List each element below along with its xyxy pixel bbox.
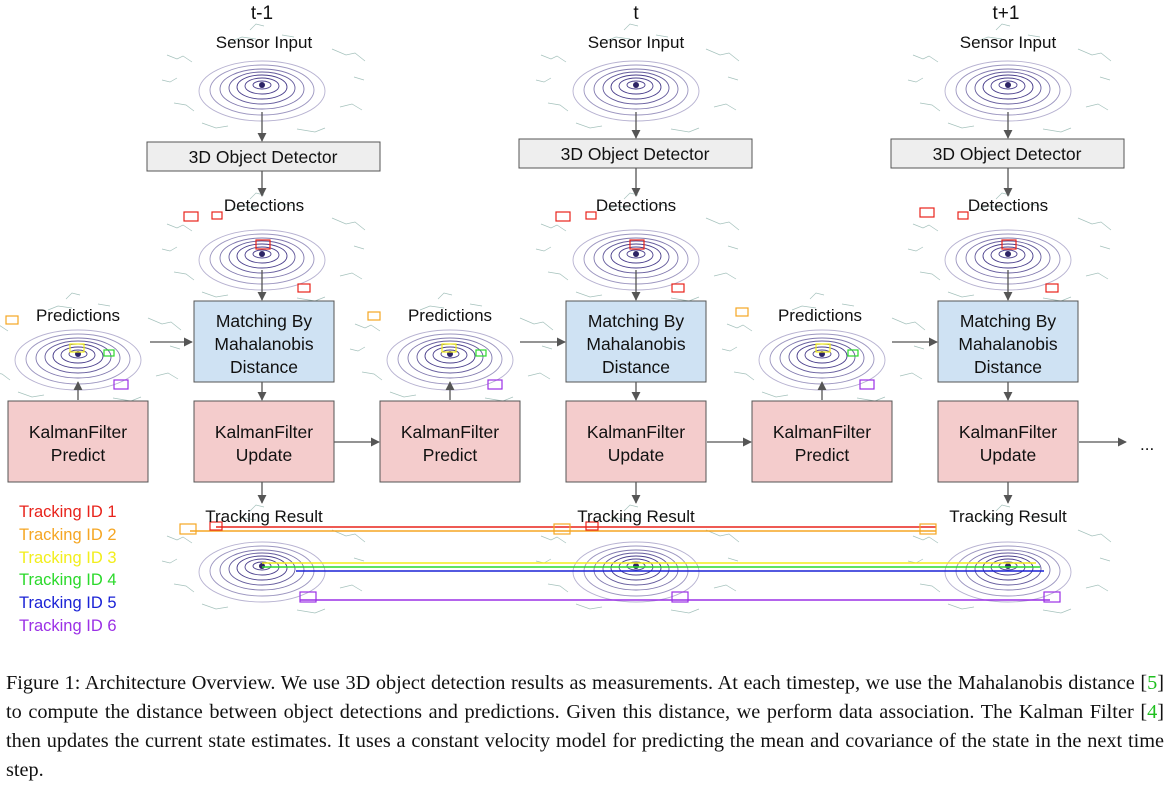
matching-label-line-3: Distance — [974, 357, 1042, 377]
predictions-label: Predictions — [778, 306, 862, 325]
matching-label-line-1: Matching By — [960, 311, 1057, 331]
detector-box — [518, 138, 753, 169]
citation-link-4[interactable]: 4 — [1147, 701, 1158, 723]
detector-label: 3D Object Detector — [933, 144, 1082, 164]
time-label: t-1 — [251, 3, 273, 24]
legend-item-tracking-id-2: Tracking ID 2 — [19, 526, 117, 544]
matching-label-line-1: Matching By — [588, 311, 685, 331]
kalman-update-label-line-1: KalmanFilter — [587, 422, 685, 442]
column-t: t Sensor Input 3D Object Detector Detect… — [379, 3, 753, 526]
detector-label: 3D Object Detector — [189, 147, 338, 167]
sensor-input-label: Sensor Input — [960, 33, 1057, 52]
kalman-update-label-line-1: KalmanFilter — [959, 422, 1057, 442]
kalman-update-box — [937, 400, 1079, 483]
legend-item-tracking-id-4: Tracking ID 4 — [19, 571, 117, 589]
kalman-predict-label-line-2: Predict — [51, 445, 106, 465]
kalman-predict-box — [7, 400, 149, 483]
detections-label: Detections — [224, 196, 304, 215]
kalman-update-label-line-2: Update — [608, 445, 664, 465]
detections-label: Detections — [596, 196, 676, 215]
matching-box — [565, 300, 707, 383]
citation-link-5[interactable]: 5 — [1147, 672, 1158, 694]
detector-box — [890, 138, 1125, 169]
kalman-update-label-line-1: KalmanFilter — [215, 422, 313, 442]
continuation-ellipsis: ... — [1140, 435, 1154, 454]
tracking-result-label: Tracking Result — [205, 507, 323, 526]
legend-item-tracking-id-1: Tracking ID 1 — [19, 503, 117, 521]
legend-item-tracking-id-5: Tracking ID 5 — [19, 594, 117, 612]
time-label: t — [633, 3, 639, 24]
sensor-input-label: Sensor Input — [216, 33, 313, 52]
predictions-label: Predictions — [408, 306, 492, 325]
tracking-result-label: Tracking Result — [577, 507, 695, 526]
kalman-predict-label-line-1: KalmanFilter — [401, 422, 499, 442]
legend-item-tracking-id-3: Tracking ID 3 — [19, 549, 117, 567]
tracking-id-legend: Tracking ID 1 Tracking ID 2 Tracking ID … — [19, 503, 117, 635]
kalman-predict-label-line-2: Predict — [423, 445, 478, 465]
time-label: t+1 — [993, 3, 1020, 24]
predictions-label: Predictions — [36, 306, 120, 325]
caption-text-2: ] to compute the distance between object… — [6, 672, 1164, 723]
prediction-scan-images — [0, 292, 926, 402]
figure-caption: Figure 1: Architecture Overview. We use … — [6, 669, 1164, 785]
architecture-diagram: t-1 Sensor Input 3D Object Detector Dete… — [0, 3, 1154, 635]
matching-label-line-3: Distance — [230, 357, 298, 377]
matching-label-line-2: Mahalanobis — [214, 334, 313, 354]
matching-label-line-2: Mahalanobis — [586, 334, 685, 354]
detector-label: 3D Object Detector — [561, 144, 710, 164]
tracking-trajectories — [179, 521, 1061, 603]
legend-item-tracking-id-6: Tracking ID 6 — [19, 617, 117, 635]
kalman-update-label-line-2: Update — [236, 445, 292, 465]
detections-label: Detections — [968, 196, 1048, 215]
matching-label-line-3: Distance — [602, 357, 670, 377]
column-t-plus-1: t+1 Sensor Input 3D Object Detector Dete… — [751, 3, 1125, 526]
caption-text-1: Figure 1: Architecture Overview. We use … — [6, 672, 1148, 694]
tracking-result-label: Tracking Result — [949, 507, 1067, 526]
flow-arrows — [73, 112, 1127, 504]
kalman-update-box — [565, 400, 707, 483]
matching-label-line-1: Matching By — [216, 311, 313, 331]
detection-scan-images — [161, 192, 1112, 302]
kalman-predict-label-line-1: KalmanFilter — [29, 422, 127, 442]
kalman-update-label-line-2: Update — [980, 445, 1036, 465]
matching-box — [937, 300, 1079, 383]
kalman-predict-label-line-2: Predict — [795, 445, 850, 465]
kalman-predict-box — [751, 400, 893, 483]
caption-text-3: ] then updates the current state estimat… — [6, 701, 1164, 781]
kalman-predict-box — [379, 400, 521, 483]
sensor-input-label: Sensor Input — [588, 33, 685, 52]
detector-box — [146, 141, 381, 172]
kalman-predict-label-line-1: KalmanFilter — [773, 422, 871, 442]
kalman-update-box — [193, 400, 335, 483]
column-t-minus-1: t-1 Sensor Input 3D Object Detector Dete… — [7, 3, 381, 526]
matching-label-line-2: Mahalanobis — [958, 334, 1057, 354]
matching-box — [193, 300, 335, 383]
